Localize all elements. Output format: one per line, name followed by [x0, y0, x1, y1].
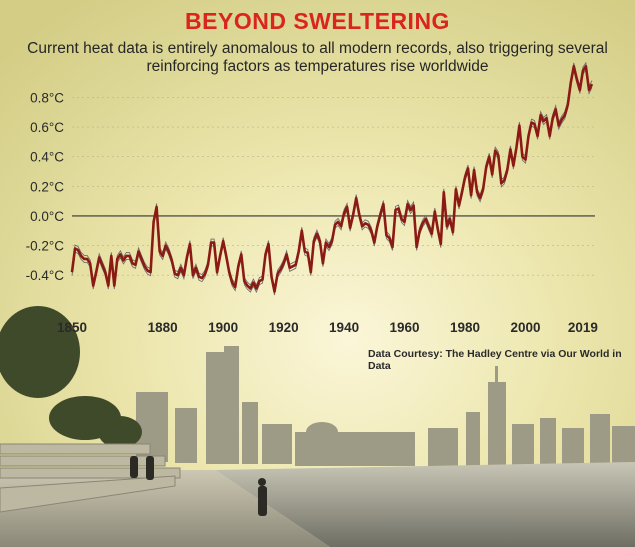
x-tick-label-1: 1880: [148, 320, 178, 335]
x-tick-label-2: 1900: [208, 320, 238, 335]
trees: [0, 306, 142, 448]
city-skyline: [136, 346, 635, 466]
series-lines: [70, 65, 594, 293]
y-axis-ticks: 0.8°C 0.6°C 0.4°C 0.2°C 0.0°C -0.2°C -0.4°C: [26, 90, 65, 283]
y-tick-label-6: -0.4°C: [26, 268, 65, 283]
y-tick-label-3: 0.2°C: [30, 179, 64, 194]
upper-bound-line: [71, 61, 593, 289]
x-axis-ticks: 1850 1880 1900 1920 1940 1960 1980 2000 2019: [57, 320, 598, 335]
chart-subtitle: Current heat data is entirely anomalous …: [27, 40, 608, 75]
chart-title: BEYOND SWELTERING: [185, 8, 450, 34]
y-tick-label-2: 0.4°C: [30, 150, 64, 165]
x-tick-label-5: 1960: [390, 320, 420, 335]
x-tick-label-6: 1980: [450, 320, 480, 335]
y-tick-label-1: 0.6°C: [30, 120, 64, 135]
y-tick-label-4: 0.0°C: [30, 209, 64, 224]
x-tick-label-3: 1920: [269, 320, 299, 335]
people: [130, 456, 267, 516]
y-tick-label-0: 0.8°C: [30, 90, 64, 105]
x-tick-label-7: 2000: [510, 320, 540, 335]
x-tick-label-0: 1850: [57, 320, 87, 335]
temperature-anomaly-line: [70, 65, 594, 293]
x-tick-label-8: 2019: [568, 320, 598, 335]
gridlines: [72, 97, 595, 276]
lake: [215, 462, 635, 547]
steps: [0, 443, 181, 513]
x-tick-label-4: 1940: [329, 320, 359, 335]
data-credit: Data Courtesy: The Hadley Centre via Our…: [368, 348, 622, 372]
y-tick-label-5: -0.2°C: [26, 239, 65, 254]
